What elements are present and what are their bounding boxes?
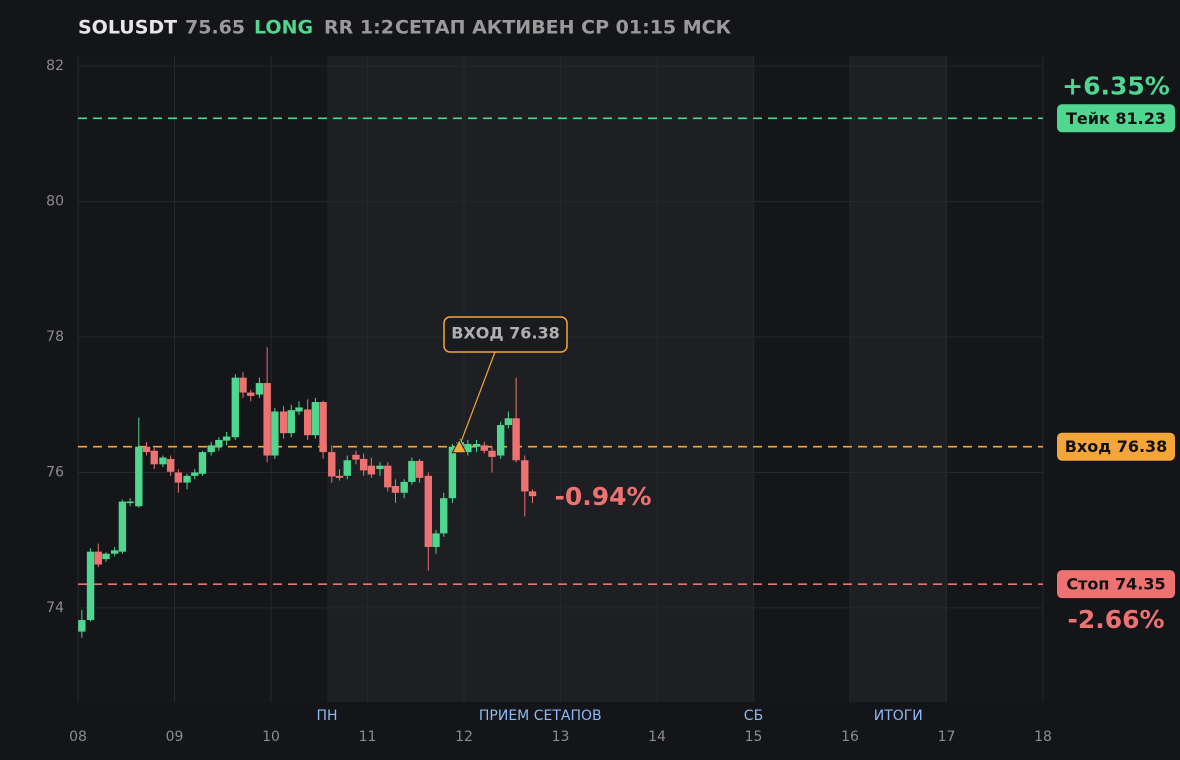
candle-body (303, 409, 312, 436)
level-label: Стоп 74.35 (1066, 575, 1165, 594)
x-tick-label: 12 (455, 729, 473, 745)
x-tick-label: 14 (648, 729, 666, 745)
y-tick-label: 74 (46, 600, 64, 616)
price: 75.65 (185, 17, 245, 39)
candle-body (198, 452, 207, 474)
level-badge (1057, 104, 1175, 133)
candle-body (110, 550, 119, 554)
session-band (326, 56, 754, 702)
candle-body (496, 425, 505, 456)
candle-body (391, 485, 400, 493)
annotation-leader (458, 351, 496, 447)
level-label: Вход 76.38 (1065, 437, 1168, 456)
candle-body (239, 377, 247, 393)
candle-body (343, 460, 351, 476)
x-tick-label: 11 (359, 729, 377, 745)
symbol: SOLUSDT (78, 17, 177, 39)
x-tick-label: 17 (938, 729, 956, 745)
candle-body (135, 446, 143, 507)
session-end-label: СБ (744, 708, 763, 724)
y-tick-label: 80 (46, 194, 64, 210)
y-tick-label: 78 (46, 329, 64, 345)
candle-body (150, 450, 158, 465)
level-badge (1057, 432, 1175, 461)
annotation-box (443, 316, 568, 353)
candle-body (142, 446, 151, 453)
session-band (850, 56, 947, 702)
candle-body (512, 418, 520, 461)
candle-body (432, 533, 440, 547)
candle-body (207, 445, 215, 453)
candle-body (367, 465, 376, 475)
candle-body (174, 472, 183, 483)
candle-body (263, 383, 271, 456)
candle-body (400, 481, 408, 493)
candle-body (255, 383, 264, 395)
candle-body (271, 411, 279, 456)
candle-body (448, 446, 457, 499)
level-label: Тейк 81.23 (1066, 109, 1166, 128)
candle-body (94, 551, 102, 565)
candle-body (319, 402, 327, 453)
candle-body (126, 501, 134, 504)
candle-body (311, 402, 320, 436)
candle-body (295, 407, 303, 412)
candle-body (118, 501, 127, 552)
candle-body (279, 411, 288, 434)
side: LONG (254, 17, 313, 39)
x-tick-label: 10 (262, 729, 280, 745)
x-tick-label: 15 (745, 729, 763, 745)
candle-body (86, 551, 95, 621)
candle-body (376, 465, 384, 470)
candle-body (440, 498, 448, 534)
candle-body (359, 458, 368, 471)
candle-body (521, 460, 529, 492)
x-tick-label: 18 (1034, 729, 1052, 745)
candle-body (488, 450, 496, 457)
y-tick-label: 76 (46, 464, 64, 480)
candle-body (287, 410, 295, 434)
session-label: ИТОГИ (874, 708, 923, 724)
candle-body (215, 439, 223, 447)
session-label: ПРИЕМ СЕТАПОВ (479, 708, 602, 724)
x-tick-label: 16 (841, 729, 859, 745)
x-tick-label: 09 (166, 729, 184, 745)
candle-body (424, 475, 432, 547)
session-start-label: ПН (316, 708, 337, 724)
candle-body (384, 465, 392, 488)
status: СЕТАП АКТИВЕН СР 01:15 МСК (395, 17, 732, 39)
header: SOLUSDT 75.65 LONG RR 1:2 СЕТАП АКТИВЕН … (78, 17, 732, 39)
level-change: -2.66% (1067, 605, 1164, 634)
candle-body (183, 475, 191, 483)
candle-body (102, 553, 110, 560)
candle-body (191, 472, 199, 476)
candle-body (335, 475, 344, 478)
candle-body (464, 444, 472, 453)
annotation-label: ВХОД 76.38 (451, 324, 560, 343)
candle-body (415, 460, 424, 478)
candle-body (472, 444, 481, 447)
risk-reward: RR 1:2 (324, 17, 394, 39)
level-badge (1057, 570, 1175, 599)
candle-body (408, 460, 416, 482)
candle-body (166, 458, 175, 472)
candle-body (78, 620, 86, 632)
candle-body (222, 436, 231, 441)
annotation-marker (451, 438, 468, 454)
current-change: -0.94% (555, 482, 652, 511)
candle-body (352, 454, 360, 460)
candle-body (231, 377, 239, 438)
y-tick-label: 82 (46, 58, 64, 74)
candle-body (528, 491, 537, 497)
candle-body (504, 418, 513, 426)
candle-body (328, 452, 336, 477)
x-tick-label: 13 (552, 729, 570, 745)
x-tick-label: 08 (69, 729, 87, 745)
candle-body (159, 457, 167, 465)
level-change: +6.35% (1062, 71, 1170, 100)
candle-body (247, 392, 255, 396)
candle-body (480, 445, 488, 451)
